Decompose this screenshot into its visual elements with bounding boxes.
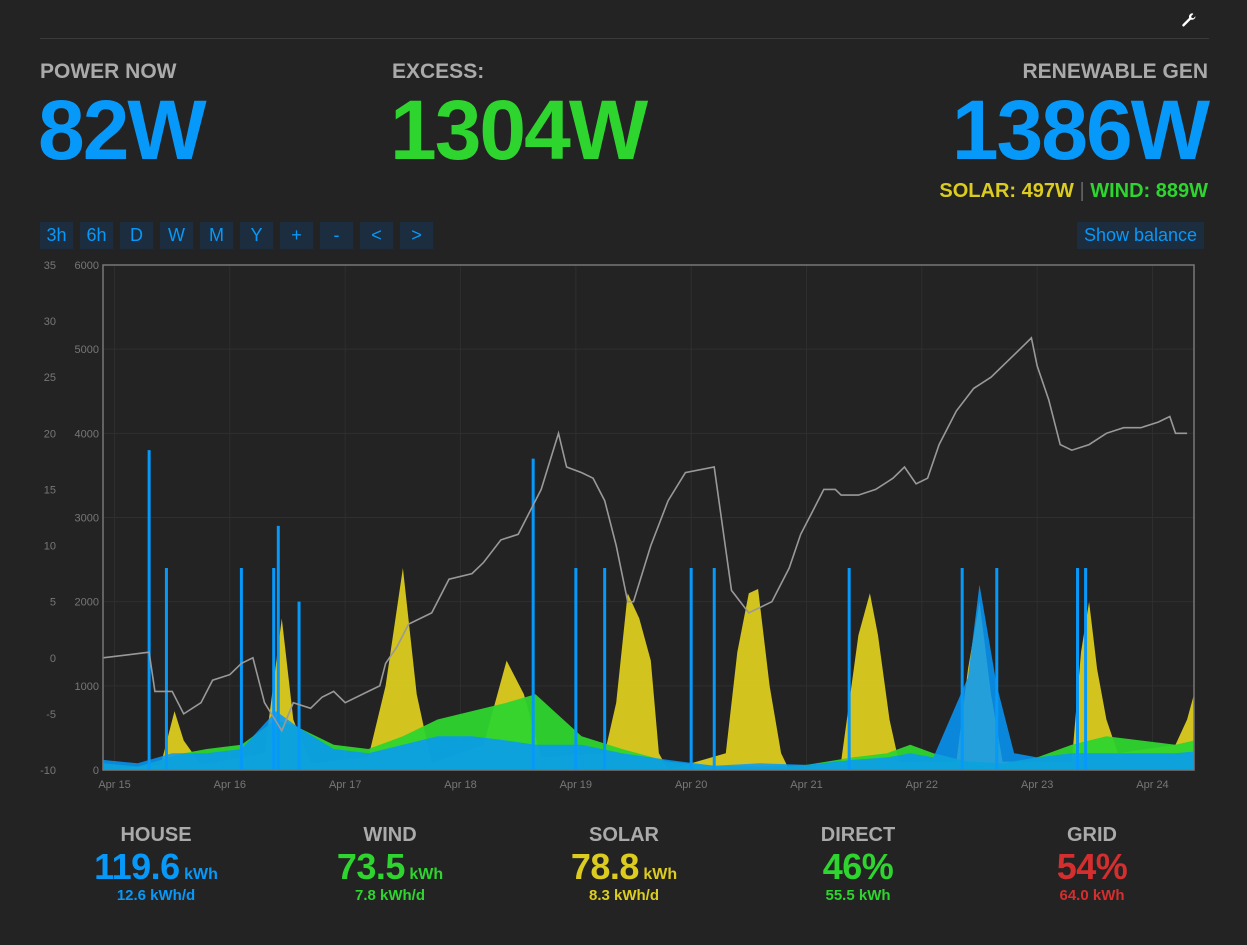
y-left-tick-label: 20: [44, 428, 56, 440]
range-month-button[interactable]: M: [200, 222, 233, 249]
power-now-value: 82W: [38, 83, 207, 177]
x-tick-label: Apr 22: [906, 779, 938, 791]
summary-wind-value: 73.5: [336, 846, 406, 887]
y-left-tick-label: -5: [46, 709, 56, 721]
top-bar: [40, 0, 1209, 39]
y-right-tick-label: 2000: [75, 597, 99, 609]
summary-solar-value: 78.8: [570, 846, 640, 887]
series-solar-area: [103, 568, 1194, 770]
zoom-out-button[interactable]: -: [320, 222, 353, 249]
x-tick-label: Apr 21: [790, 779, 822, 791]
y-left-tick-label: 5: [50, 597, 56, 609]
x-tick-label: Apr 24: [1136, 779, 1168, 791]
summary-wind: WIND 73.5 kWh 7.8 kWh/d: [300, 824, 480, 904]
summary-grid-value: 54%: [1056, 846, 1128, 887]
summary-direct-sub: 55.5 kWh: [825, 886, 891, 904]
y-right-tick-label: 0: [93, 765, 99, 777]
x-tick-label: Apr 20: [675, 779, 707, 791]
power-chart[interactable]: Apr 15 Apr 16 Apr 17 Apr 18 Apr 19 Apr 20 Apr …: [30, 255, 1205, 795]
plot-frame: [102, 264, 1195, 771]
wrench-icon[interactable]: [1181, 12, 1197, 28]
wind-gen: WIND: 889W: [1090, 180, 1208, 202]
y-right-tick-label: 1000: [75, 681, 99, 693]
range-6h-button[interactable]: 6h: [80, 222, 113, 249]
summary-wind-title: WIND: [363, 824, 417, 846]
y-left-tick-label: 10: [44, 541, 56, 553]
summary-house: HOUSE 119.6 kWh 12.6 kWh/d: [66, 824, 246, 904]
series-wind-area: [103, 694, 1194, 770]
x-tick-label: Apr 15: [98, 779, 130, 791]
chart-axes: Apr 15 Apr 16 Apr 17 Apr 18 Apr 19 Apr 20 Apr …: [40, 260, 1169, 791]
summary-direct-title: DIRECT: [820, 824, 896, 846]
y-left-tick-label: 35: [44, 260, 56, 272]
summary-wind-daily: 7.8 kWh/d: [354, 886, 425, 904]
excess-label: EXCESS:: [392, 60, 485, 83]
range-3h-button[interactable]: 3h: [40, 222, 73, 249]
show-balance-button[interactable]: Show balance: [1077, 222, 1204, 249]
y-left-tick-label: 0: [50, 653, 56, 665]
range-day-button[interactable]: D: [120, 222, 153, 249]
renewable-gen-label: RENEWABLE GEN: [1022, 60, 1208, 83]
zoom-in-button[interactable]: +: [280, 222, 313, 249]
x-tick-label: Apr 19: [560, 779, 592, 791]
summary-house-unit: kWh: [184, 866, 218, 883]
x-tick-label: Apr 23: [1021, 779, 1053, 791]
renewable-gen-value: 1386W: [951, 83, 1210, 177]
summary-direct-value: 46%: [822, 846, 894, 887]
summary-house-title: HOUSE: [120, 824, 192, 846]
range-week-button[interactable]: W: [160, 222, 193, 249]
summary-solar-unit: kWh: [643, 866, 678, 883]
power-now-label: POWER NOW: [40, 60, 177, 83]
summary-grid: GRID 54% 64.0 kWh: [1002, 824, 1182, 904]
y-left-tick-label: 25: [44, 372, 56, 384]
x-tick-label: Apr 16: [214, 779, 246, 791]
y-left-tick-label: 30: [44, 316, 56, 328]
y-right-tick-label: 6000: [75, 260, 99, 272]
series-house-area: [103, 584, 1194, 770]
separator: |: [1079, 180, 1085, 202]
excess-value: 1304W: [390, 83, 648, 177]
chart-series: [102, 336, 1194, 770]
summary-wind-unit: kWh: [409, 866, 444, 883]
y-left-tick-label: -10: [40, 765, 56, 777]
x-tick-label: Apr 17: [329, 779, 361, 791]
range-year-button[interactable]: Y: [240, 222, 273, 249]
generation-breakdown: SOLAR: 497W | WIND: 889W: [939, 180, 1208, 203]
summary-solar-title: SOLAR: [589, 824, 659, 846]
summary-grid-sub: 64.0 kWh: [1059, 886, 1125, 904]
series-balance-line: [102, 336, 1188, 733]
summary-house-daily: 12.6 kWh/d: [116, 886, 196, 904]
summary-solar: SOLAR 78.8 kWh 8.3 kWh/d: [534, 824, 714, 904]
y-right-tick-label: 4000: [75, 428, 99, 440]
pan-left-button[interactable]: <: [360, 222, 393, 249]
solar-gen: SOLAR: 497W: [939, 180, 1074, 202]
y-right-tick-label: 5000: [75, 344, 99, 356]
y-right-tick-label: 3000: [75, 513, 99, 525]
summary-solar-daily: 8.3 kWh/d: [588, 886, 659, 904]
summary-house-value: 119.6: [94, 846, 180, 887]
x-tick-label: Apr 18: [444, 779, 476, 791]
summary-grid-title: GRID: [1067, 824, 1117, 846]
pan-right-button[interactable]: >: [400, 222, 433, 249]
y-left-tick-label: 15: [44, 484, 56, 496]
summary-direct: DIRECT 46% 55.5 kWh: [768, 824, 948, 904]
